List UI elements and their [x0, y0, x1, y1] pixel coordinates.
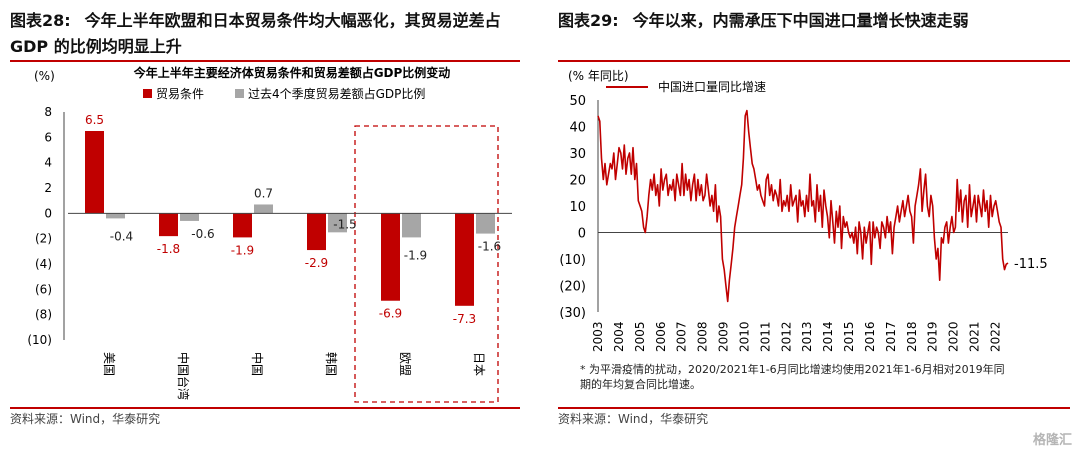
data-label-balance: -1.6 [478, 240, 501, 254]
bar-balance-gdp [106, 213, 125, 219]
x-tick-label: 2005 [633, 321, 647, 352]
y-tick-label: (8) [35, 308, 52, 322]
legend-label-terms: 贸易条件 [156, 87, 204, 101]
x-tick-label: 2006 [654, 321, 668, 352]
right-y-unit: (% 年同比) [568, 69, 629, 83]
data-label-balance: -1.5 [333, 217, 356, 231]
left-chart-title: 今年上半年主要经济体贸易条件和贸易差额占GDP比例变动 [133, 65, 451, 80]
left-source: 资料来源：Wind，华泰研究 [10, 412, 161, 426]
last-value-label: -11.5 [1014, 257, 1048, 272]
data-label-terms: -6.9 [379, 307, 402, 321]
data-label-terms: -1.9 [231, 243, 254, 257]
y-tick-label: (4) [35, 257, 52, 271]
right-note-line-1: * 为平滑疫情的扰动，2020/2021年1-6月同比增速均使用2021年1-6… [580, 363, 1005, 376]
y-tick-label: 50 [569, 94, 586, 109]
x-tick-label: 2017 [884, 321, 898, 352]
x-tick-label: 2009 [717, 321, 731, 352]
watermark: 格隆汇 [1032, 433, 1072, 448]
data-label-terms: 6.5 [85, 113, 104, 127]
left-panel: 图表28: 今年上半年欧盟和日本贸易条件均大幅恶化，其贸易逆差占GDP 的比例均明… [0, 0, 530, 454]
x-tick-label: 2018 [905, 321, 919, 352]
bar-balance-gdp [180, 213, 199, 221]
x-tick-label: 2003 [591, 321, 605, 352]
x-tick-label: 2004 [612, 321, 626, 352]
bar-balance-gdp [254, 204, 273, 214]
bar-terms-of-trade [307, 213, 326, 251]
y-tick-label: (30) [559, 306, 586, 321]
data-label-balance: 0.7 [254, 186, 273, 200]
bar-terms-of-trade [85, 131, 104, 214]
category-label: 欧盟 [398, 352, 412, 376]
x-tick-label: 2013 [800, 321, 814, 352]
highlight-box [354, 125, 499, 403]
right-note-line-2: 期的年均复合同比增速。 [580, 378, 701, 391]
bar-terms-of-trade [381, 213, 400, 301]
bar-balance-gdp [402, 213, 421, 238]
bar-terms-of-trade [455, 213, 474, 306]
category-label: 中国台湾 [176, 352, 191, 400]
left-figure-title-text: 今年上半年欧盟和日本贸易条件均大幅恶化，其贸易逆差占GDP 的比例均明显上升 [10, 11, 501, 56]
y-tick-label: 0 [44, 206, 52, 220]
data-label-terms: -1.8 [157, 242, 180, 256]
y-tick-label: 4 [44, 156, 52, 170]
x-tick-label: 2007 [675, 321, 689, 352]
series-line-import [597, 109, 1009, 303]
y-tick-label: (6) [35, 282, 52, 296]
y-tick-label: (10) [559, 253, 586, 268]
x-tick-label: 2015 [842, 321, 856, 352]
left-figure-label: 图表28: [10, 11, 71, 30]
y-tick-label: (20) [559, 280, 586, 295]
y-tick-label: 10 [569, 200, 586, 215]
legend-label-import: 中国进口量同比增速 [658, 79, 766, 94]
bar-balance-gdp [328, 213, 347, 233]
bar-terms-of-trade [233, 213, 252, 238]
left-figure-title: 图表28: 今年上半年欧盟和日本贸易条件均大幅恶化，其贸易逆差占GDP 的比例均明… [10, 8, 530, 60]
x-tick-label: 2014 [821, 321, 835, 352]
data-label-balance: -1.9 [404, 248, 427, 262]
y-tick-label: 2 [44, 181, 52, 195]
x-tick-label: 2022 [988, 321, 1002, 352]
y-tick-label: (2) [35, 232, 52, 246]
y-tick-label: 8 [44, 105, 52, 119]
right-panel: 图表29: 今年以来，内需承压下中国进口量增长快速走弱 (% 年同比) 中国进口量同… [548, 0, 1080, 454]
y-tick-label: 6 [44, 130, 52, 144]
x-tick-label: 2012 [779, 321, 793, 352]
x-tick-label: 2010 [737, 321, 751, 352]
left-y-unit: (%) [34, 69, 55, 83]
left-bar-chart: 今年上半年主要经济体贸易条件和贸易差额占GDP比例变动 (%) 贸易条件 过去4个季度… [27, 65, 512, 403]
data-label-balance: -0.6 [191, 227, 214, 241]
y-tick-label: 30 [569, 147, 586, 162]
x-tick-label: 2016 [863, 321, 877, 352]
right-line-chart: (% 年同比)中国进口量同比增速50403020100(10)(20)(30)2… [559, 69, 1048, 352]
bar-balance-gdp [476, 213, 495, 234]
category-label: 韩国 [324, 352, 339, 376]
left-chart-frame [10, 60, 520, 409]
y-tick-label: 20 [569, 174, 586, 189]
legend-swatch-balance [235, 89, 244, 98]
category-label: 日本 [472, 352, 486, 376]
x-tick-label: 2008 [696, 321, 710, 352]
data-label-balance: -0.4 [110, 229, 133, 243]
data-label-terms: -2.9 [305, 256, 328, 270]
category-label: 美国 [102, 352, 116, 376]
right-chart-frame [558, 60, 1070, 409]
right-source: 资料来源：Wind，华泰研究 [558, 412, 709, 426]
right-figure-title: 图表29: 今年以来，内需承压下中国进口量增长快速走弱 [558, 8, 969, 34]
category-label: 中国 [250, 352, 265, 376]
right-figure-title-text: 今年以来，内需承压下中国进口量增长快速走弱 [632, 11, 969, 30]
y-tick-label: (10) [27, 333, 52, 347]
legend-label-balance: 过去4个季度贸易差额占GDP比例 [248, 86, 425, 101]
y-tick-label: 0 [578, 227, 586, 242]
y-tick-label: 40 [569, 121, 586, 136]
x-tick-label: 2019 [926, 321, 940, 352]
x-tick-label: 2020 [947, 321, 961, 352]
x-tick-label: 2011 [758, 321, 772, 352]
data-label-terms: -7.3 [453, 312, 476, 326]
legend-swatch-terms [143, 89, 152, 98]
x-tick-label: 2021 [968, 321, 982, 352]
bar-terms-of-trade [159, 213, 178, 237]
right-figure-label: 图表29: [558, 11, 619, 30]
